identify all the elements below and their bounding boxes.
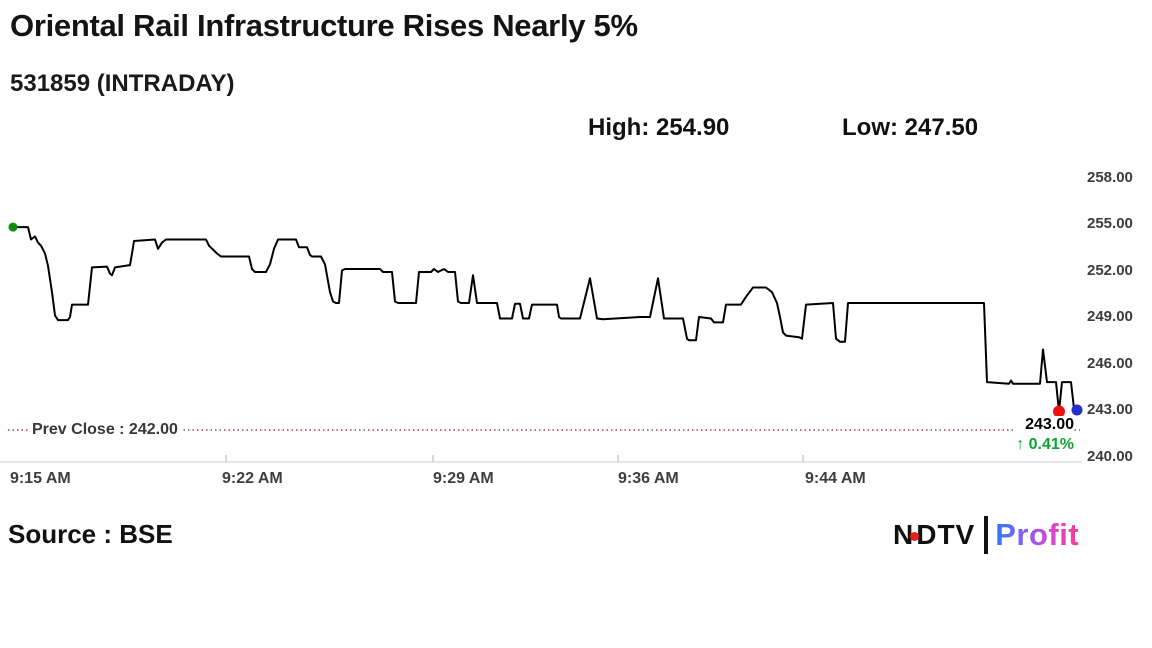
x-axis-tick-label: 9:29 AM	[433, 470, 494, 487]
x-axis-tick-label: 9:44 AM	[805, 470, 866, 487]
x-axis-tick-label: 9:36 AM	[618, 470, 679, 487]
x-axis-tick-label: 9:15 AM	[10, 470, 71, 487]
y-axis-tick-label: 252.00	[1087, 261, 1133, 279]
y-axis-tick-label: 246.00	[1087, 354, 1133, 372]
ndtv-red-dot-icon	[910, 531, 920, 541]
ndtv-wordmark: N DTV	[893, 519, 975, 551]
last-price-label: 243.00	[1016, 416, 1074, 434]
x-axis-tick-label: 9:22 AM	[222, 470, 283, 487]
logo-separator-bar	[984, 516, 989, 554]
ndtv-letter-n: N	[893, 519, 915, 550]
prev-close-label: Prev Close : 242.00	[28, 421, 182, 439]
last-change-percent: ↑ 0.41%	[1016, 436, 1074, 453]
high-value-label: High: 254.90	[588, 114, 730, 141]
low-value-label: Low: 247.50	[842, 114, 979, 141]
y-axis-tick-label: 255.00	[1087, 215, 1133, 232]
page-title: Oriental Rail Infrastructure Rises Nearl…	[10, 8, 638, 43]
y-axis-tick-label: 258.00	[1087, 168, 1133, 186]
y-axis-tick-label: 240.00	[1087, 447, 1133, 465]
ndtv-letters-dtv: DTV	[916, 519, 976, 550]
source-attribution: Source : BSE	[8, 519, 173, 549]
y-axis-tick-label: 243.00	[1087, 401, 1133, 418]
profit-wordmark: Profit	[995, 517, 1080, 552]
symbol-subtitle: 531859 (INTRADAY)	[10, 70, 235, 97]
ndtv-profit-logo: N DTV Profit	[893, 514, 1079, 556]
y-axis-tick-label: 249.00	[1087, 308, 1133, 325]
